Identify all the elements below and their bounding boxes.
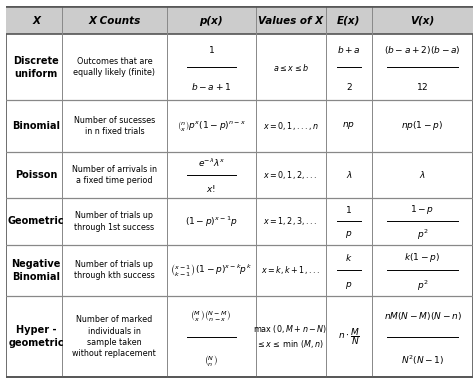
Text: Hyper -
geometric: Hyper - geometric — [9, 325, 64, 348]
Text: $12$: $12$ — [416, 81, 428, 92]
Text: Negative
Binomial: Negative Binomial — [11, 259, 61, 282]
Text: $k(1-p)$: $k(1-p)$ — [404, 251, 440, 263]
Text: $nM(N-M)(N-n)$: $nM(N-M)(N-n)$ — [383, 310, 461, 322]
Text: Number of sucesses
in n fixed trials: Number of sucesses in n fixed trials — [74, 116, 155, 136]
Text: $\binom{x-1}{k-1}(1-p)^{x-k}p^k$: $\binom{x-1}{k-1}(1-p)^{x-k}p^k$ — [170, 262, 252, 279]
Text: Number of arrivals in
a fixed time period: Number of arrivals in a fixed time perio… — [72, 165, 157, 185]
Text: Number of marked
individuals in
sample taken
without replacement: Number of marked individuals in sample t… — [73, 315, 156, 358]
Text: $\lambda$: $\lambda$ — [419, 170, 426, 180]
Text: $x = 0,1,...,n$: $x = 0,1,...,n$ — [263, 120, 319, 132]
Text: $np$: $np$ — [342, 120, 356, 132]
Text: Number of trials up
through 1st success: Number of trials up through 1st success — [74, 211, 155, 232]
Text: $1$: $1$ — [208, 45, 215, 55]
Text: Poisson: Poisson — [15, 170, 57, 180]
Text: Binomial: Binomial — [12, 121, 60, 131]
Text: $1$: $1$ — [346, 204, 352, 215]
Text: Values of X: Values of X — [258, 16, 323, 26]
Text: V(x): V(x) — [410, 16, 435, 26]
Text: E(x): E(x) — [337, 16, 361, 26]
Text: $p$: $p$ — [345, 229, 353, 241]
Text: $x!$: $x!$ — [206, 183, 216, 194]
Text: X Counts: X Counts — [88, 16, 140, 26]
Text: $\binom{M}{x}\binom{N-M}{n-x}$: $\binom{M}{x}\binom{N-M}{n-x}$ — [191, 308, 232, 323]
Text: $\lambda$: $\lambda$ — [346, 170, 352, 180]
Text: Outcomes that are
equally likely (finite): Outcomes that are equally likely (finite… — [73, 57, 155, 77]
Text: $p^2$: $p^2$ — [417, 228, 428, 242]
Text: Geometric: Geometric — [8, 217, 64, 227]
Text: $x = 0,1,2,...$: $x = 0,1,2,...$ — [264, 169, 318, 181]
Text: $(b - a + 2)(b - a)$: $(b - a + 2)(b - a)$ — [384, 44, 461, 56]
Text: $a \leq x \leq b$: $a \leq x \leq b$ — [273, 62, 309, 73]
Text: $b - a + 1$: $b - a + 1$ — [191, 81, 231, 92]
Text: $b + a$: $b + a$ — [337, 45, 361, 55]
Text: $n \cdot \dfrac{M}{N}$: $n \cdot \dfrac{M}{N}$ — [338, 326, 360, 347]
Text: $p^2$: $p^2$ — [417, 278, 428, 293]
Text: $np(1-p)$: $np(1-p)$ — [401, 120, 444, 132]
Text: $\binom{N}{n}$: $\binom{N}{n}$ — [204, 353, 219, 367]
Text: $e^{-\lambda}\lambda^x$: $e^{-\lambda}\lambda^x$ — [198, 157, 225, 169]
Text: $x = k, k + 1,...$: $x = k, k + 1,...$ — [261, 265, 320, 276]
Text: p(x): p(x) — [200, 16, 223, 26]
Text: $k$: $k$ — [345, 251, 353, 263]
Text: $x = 1,2,3,...$: $x = 1,2,3,...$ — [264, 215, 318, 227]
Text: $\binom{n}{x}p^x(1-p)^{n-x}$: $\binom{n}{x}p^x(1-p)^{n-x}$ — [177, 119, 246, 133]
Text: max $(0, M + n - N)$
$\leq x \leq$ min $(M,n)$: max $(0, M + n - N)$ $\leq x \leq$ min $… — [254, 323, 328, 350]
Text: $2$: $2$ — [346, 81, 352, 92]
Text: $1-p$: $1-p$ — [410, 203, 435, 216]
Text: $N^2(N-1)$: $N^2(N-1)$ — [401, 353, 444, 367]
Text: $p$: $p$ — [345, 280, 353, 291]
Text: Discrete
uniform: Discrete uniform — [13, 55, 59, 79]
Text: $(1-p)^{x-1}p$: $(1-p)^{x-1}p$ — [185, 214, 237, 229]
Text: X: X — [32, 16, 40, 26]
Bar — [6, 7, 473, 34]
Text: Number of trials up
through kth success: Number of trials up through kth success — [74, 260, 155, 281]
